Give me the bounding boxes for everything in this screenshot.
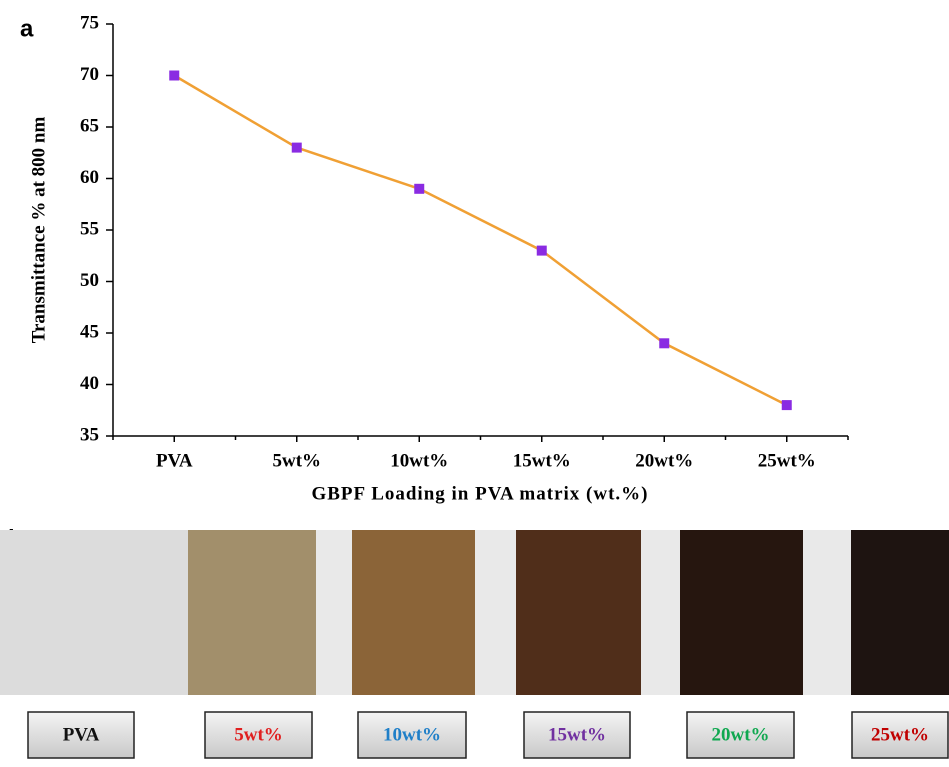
figure: a GBPF Loading in PVA matrix (wt.%) Tran…	[0, 0, 949, 767]
sample-label: 20wt%	[711, 724, 769, 745]
data-line	[174, 76, 787, 406]
x-axis-label: GBPF Loading in PVA matrix (wt.%)	[311, 483, 648, 504]
data-point	[537, 246, 547, 256]
y-tick-label: 35	[80, 424, 99, 445]
data-point	[782, 400, 792, 410]
film-swatch	[851, 530, 949, 695]
data-point	[169, 71, 179, 81]
film-swatch	[0, 530, 190, 695]
sample-label: 25wt%	[871, 724, 929, 745]
x-tick-label: 15wt%	[513, 450, 571, 471]
film-swatch	[352, 530, 475, 695]
sample-label: PVA	[63, 724, 100, 745]
y-tick-label: 50	[80, 270, 99, 291]
data-point	[414, 184, 424, 194]
y-axis-label: Transmittance % at 800 nm	[28, 117, 49, 344]
sample-label: 5wt%	[234, 724, 283, 745]
y-tick-label: 70	[80, 64, 99, 85]
y-tick-label: 65	[80, 115, 99, 136]
data-point	[292, 143, 302, 153]
film-swatch	[680, 530, 803, 695]
y-tick-label: 75	[80, 12, 99, 33]
x-tick-label: 20wt%	[635, 450, 693, 471]
x-tick-label: PVA	[156, 450, 193, 471]
y-tick-label: 45	[80, 321, 99, 342]
data-point	[659, 338, 669, 348]
film-swatch	[516, 530, 641, 695]
sample-label: 15wt%	[548, 724, 606, 745]
x-tick-label: 25wt%	[758, 450, 816, 471]
x-tick-label: 10wt%	[390, 450, 448, 471]
y-tick-label: 55	[80, 218, 99, 239]
y-tick-label: 40	[80, 373, 99, 394]
x-tick-label: 5wt%	[272, 450, 321, 471]
film-swatch	[188, 530, 316, 695]
y-tick-label: 60	[80, 167, 99, 188]
sample-label: 10wt%	[383, 724, 441, 745]
panel-label: a	[20, 15, 34, 42]
